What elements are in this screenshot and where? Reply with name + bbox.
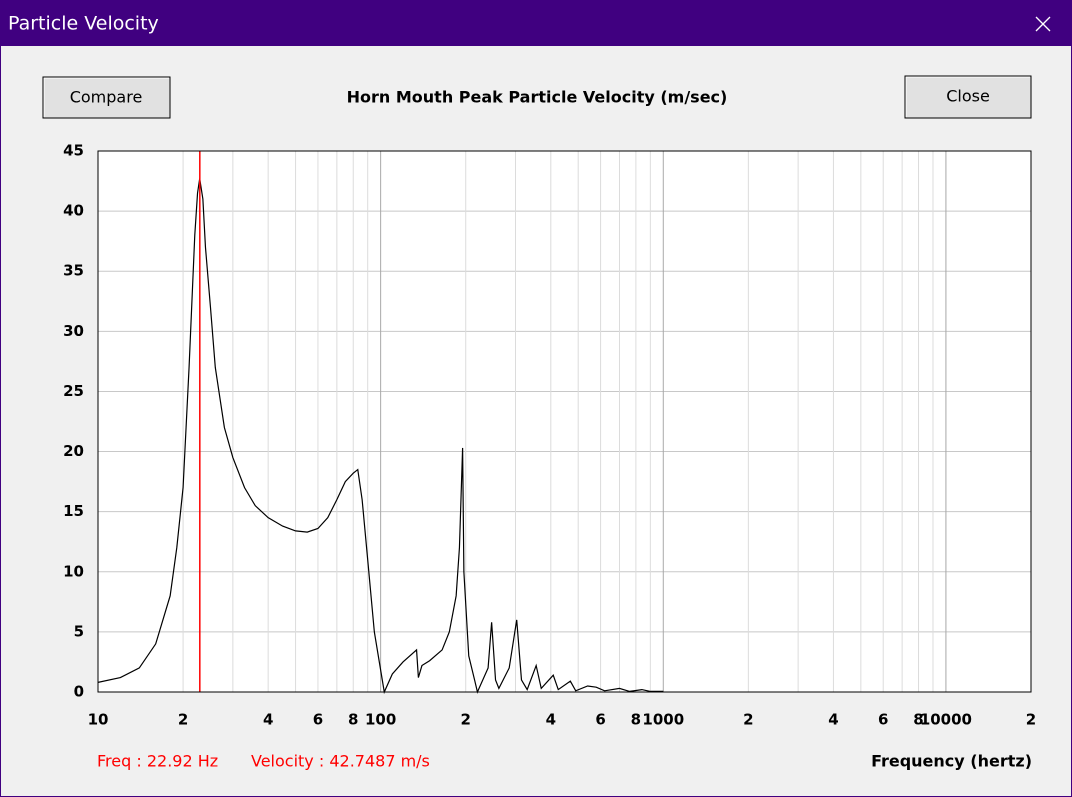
y-tick-label: 5	[74, 622, 84, 640]
y-tick-label: 35	[63, 262, 84, 280]
y-tick-label: 10	[63, 562, 84, 580]
x-tick-label: 8	[913, 711, 923, 729]
title-bar	[0, 0, 1072, 46]
y-tick-label: 20	[63, 442, 84, 460]
x-axis-label: Frequency (hertz)	[871, 752, 1032, 771]
x-tick-label: 6	[595, 711, 605, 729]
plot-area	[98, 151, 1031, 692]
button-label: Close	[946, 87, 990, 106]
y-tick-label: 15	[63, 502, 84, 520]
plot-border	[97, 150, 1032, 693]
y-tick-label: 30	[63, 322, 84, 340]
y-tick-label: 45	[63, 142, 84, 160]
x-tick-label: 2	[461, 711, 471, 729]
x-tick-label: 2	[743, 711, 753, 729]
x-tick-label: 8	[631, 711, 641, 729]
x-tick-label: 6	[878, 711, 888, 729]
y-tick-label: 40	[63, 202, 84, 220]
x-tick-label: 10000	[920, 711, 972, 729]
x-tick-label: 4	[546, 711, 556, 729]
series-line	[97, 178, 664, 695]
x-tick-label: 8	[348, 711, 358, 729]
x-tick-label: 2	[178, 711, 188, 729]
x-tick-label: 10	[88, 711, 109, 729]
cursor-readout: Freq : 22.92 Hz	[97, 752, 218, 771]
x-tick-label: 6	[313, 711, 323, 729]
button-label: Compare	[70, 88, 143, 107]
cursor-readout: Velocity : 42.7487 m/s	[251, 752, 430, 771]
y-tick-label: 0	[74, 683, 84, 701]
compare-button[interactable]: Compare	[42, 76, 171, 119]
close-icon[interactable]	[1035, 16, 1051, 32]
close-button[interactable]: Close	[904, 75, 1032, 119]
x-tick-label: 4	[828, 711, 838, 729]
x-tick-label: 2	[1026, 711, 1036, 729]
chart-title: Horn Mouth Peak Particle Velocity (m/sec…	[347, 88, 728, 107]
y-tick-label: 25	[63, 382, 84, 400]
x-tick-label: 100	[365, 711, 396, 729]
x-tick-label: 1000	[642, 711, 684, 729]
x-tick-label: 4	[263, 711, 273, 729]
window-title: Particle Velocity	[8, 13, 159, 35]
